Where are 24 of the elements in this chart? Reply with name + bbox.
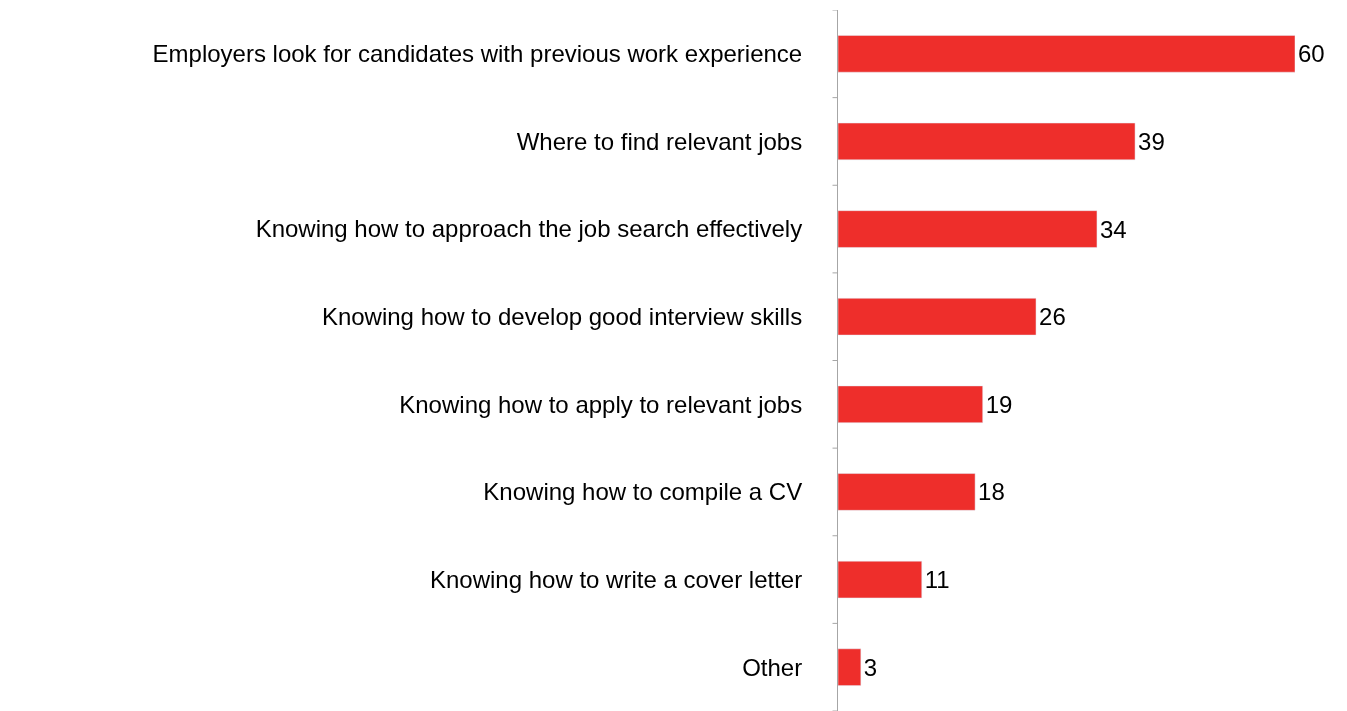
data-label: 34 [1099, 215, 1127, 243]
bar [838, 648, 862, 686]
bar [838, 473, 976, 511]
data-label: 18 [978, 478, 1005, 506]
data-label: 11 [924, 566, 950, 594]
y-tick-label: Knowing how to develop good interview skills [321, 303, 803, 331]
y-tick-label: Knowing how to compile a CV [483, 478, 803, 506]
y-tick-label: Other [742, 653, 803, 681]
bar [838, 385, 983, 423]
data-label: 60 [1298, 40, 1325, 68]
bar [838, 35, 1295, 73]
bar [838, 122, 1136, 161]
bar [838, 298, 1037, 336]
data-label: 26 [1039, 303, 1066, 331]
y-tick-label: Employers look for candidates with previous work experience [152, 40, 803, 68]
data-label: 3 [863, 653, 878, 681]
data-label: 19 [985, 390, 1013, 418]
bar [838, 210, 1098, 248]
y-tick-label: Knowing how to approach the job search effectively [255, 215, 803, 243]
y-tick-label: Knowing how to write a cover letter [430, 565, 803, 593]
data-label: 39 [1138, 127, 1165, 155]
y-tick-label: Where to find relevant jobs [516, 127, 803, 155]
y-tick-label: Knowing how to apply to relevant jobs [399, 390, 803, 418]
bar [838, 560, 923, 599]
